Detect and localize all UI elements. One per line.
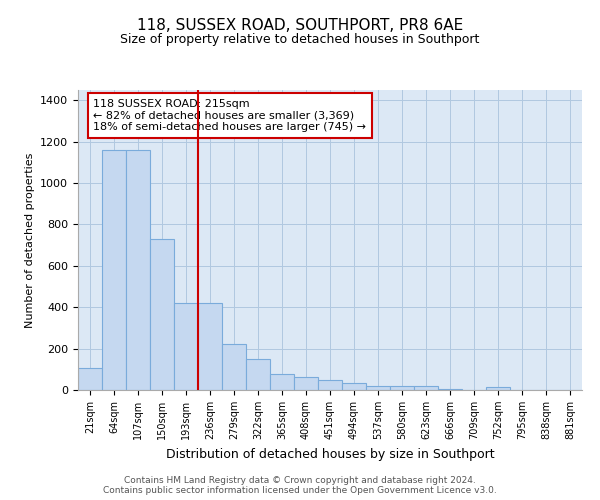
Text: Size of property relative to detached houses in Southport: Size of property relative to detached ho… [121, 32, 479, 46]
Bar [342, 383, 366, 390]
Bar [414, 386, 438, 390]
Text: 118 SUSSEX ROAD: 215sqm
← 82% of detached houses are smaller (3,369)
18% of semi: 118 SUSSEX ROAD: 215sqm ← 82% of detache… [93, 99, 366, 132]
Y-axis label: Number of detached properties: Number of detached properties [25, 152, 35, 328]
Bar [486, 388, 510, 390]
X-axis label: Distribution of detached houses by size in Southport: Distribution of detached houses by size … [166, 448, 494, 460]
Bar [294, 376, 318, 390]
Bar [126, 150, 150, 390]
Bar [222, 344, 246, 390]
Bar [198, 303, 222, 390]
Text: 118, SUSSEX ROAD, SOUTHPORT, PR8 6AE: 118, SUSSEX ROAD, SOUTHPORT, PR8 6AE [137, 18, 463, 32]
Text: Contains HM Land Registry data © Crown copyright and database right 2024.
Contai: Contains HM Land Registry data © Crown c… [103, 476, 497, 495]
Bar [270, 374, 294, 390]
Bar [150, 239, 174, 390]
Bar [318, 380, 342, 390]
Bar [174, 303, 198, 390]
Bar [390, 386, 414, 390]
Bar [78, 368, 102, 390]
Bar [246, 359, 270, 390]
Bar [102, 150, 126, 390]
Bar [438, 389, 462, 390]
Bar [366, 386, 390, 390]
